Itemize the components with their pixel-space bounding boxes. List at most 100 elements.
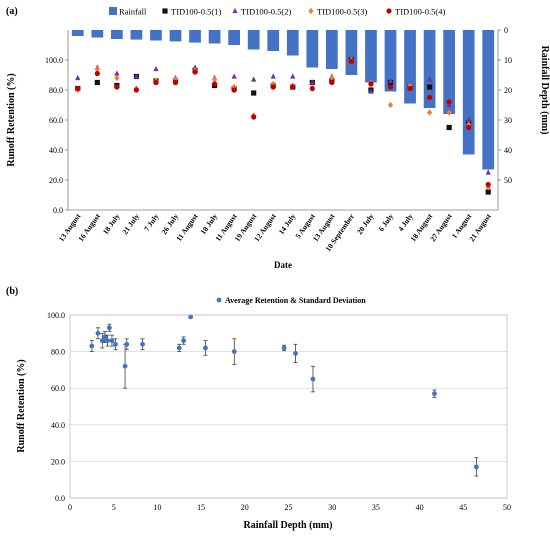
- data-point-circle: [211, 81, 218, 87]
- y2-tick-label-a: 0: [504, 26, 508, 35]
- average-point: [124, 341, 130, 347]
- x-tick-label-b: 45: [459, 503, 467, 512]
- rainfall-bar: [130, 30, 143, 40]
- y-tick-label-b: 60.0: [51, 384, 65, 393]
- data-point-circle: [75, 85, 81, 92]
- y-tick-label-a: 80.0: [49, 86, 63, 95]
- average-point: [105, 338, 110, 344]
- rainfall-bar: [150, 30, 162, 41]
- rainfall-bar: [169, 30, 182, 42]
- plot-frame-b: [69, 314, 508, 499]
- x-tick-label-b: 20: [241, 503, 249, 512]
- data-point-circle: [368, 81, 374, 87]
- average-point: [176, 345, 182, 351]
- legend-marker-circle: [386, 8, 392, 14]
- y-axis-title-a: Runoff Retention (%): [6, 73, 17, 166]
- data-point-diamond: [172, 76, 179, 83]
- data-point-diamond: [270, 80, 276, 88]
- x-category-label: 20 July: [355, 212, 376, 236]
- rainfall-bar: [482, 30, 495, 170]
- rainfall-bar: [365, 30, 377, 83]
- average-point: [113, 341, 118, 347]
- data-point-diamond: [446, 109, 452, 116]
- rainfall-bar: [384, 30, 397, 92]
- y-tick-label-b: 80.0: [51, 348, 65, 357]
- data-point-triangle: [231, 73, 237, 79]
- rainfall-bar: [423, 30, 436, 108]
- legend-label: Rainfall: [119, 7, 147, 17]
- y-tick-label-a: 100.0: [45, 56, 63, 65]
- data-point-diamond: [94, 65, 100, 73]
- data-point-triangle: [387, 77, 394, 84]
- data-point-triangle: [133, 73, 140, 79]
- data-point-square: [485, 189, 491, 195]
- y2-axis-a-ticks: 0 10 20 30 40 50: [498, 26, 512, 185]
- legend-marker-square: [162, 8, 168, 14]
- rainfall-bar: [267, 30, 280, 51]
- average-point: [188, 314, 194, 320]
- x-tick-label-b: 25: [285, 503, 293, 512]
- data-point-diamond: [114, 74, 120, 82]
- data-point-triangle: [192, 64, 198, 70]
- x-tick-label-b: 30: [328, 503, 336, 512]
- legend-label-average: Average Retention & Standard Deviation: [225, 296, 366, 305]
- x-tick-label-b: 5: [112, 503, 116, 512]
- rainfall-bar: [286, 30, 299, 56]
- y-axis-title-b: Runoff Retention (%): [16, 359, 27, 452]
- rainfall-bar: [111, 30, 123, 39]
- legend-marker-triangle: [232, 7, 238, 14]
- legend-marker-diamond: [308, 7, 314, 15]
- data-point-circle: [348, 58, 355, 65]
- y2-tick-label-a: 50: [504, 176, 512, 185]
- rainfall-bar: [208, 30, 221, 44]
- x-tick-label-b: 35: [372, 503, 380, 512]
- data-point-circle: [309, 85, 315, 92]
- average-point: [293, 351, 298, 356]
- y-tick-label-b: 40.0: [51, 421, 65, 430]
- data-point-triangle: [290, 73, 296, 79]
- y-tick-label-b: 20.0: [51, 457, 65, 466]
- data-point-triangle: [466, 116, 472, 123]
- data-point-circle: [251, 114, 257, 120]
- rainfall-bar: [228, 30, 240, 45]
- y-tick-label-a: 20.0: [49, 176, 63, 185]
- data-point-triangle: [309, 79, 315, 85]
- y2-tick-label-a: 30: [504, 116, 512, 125]
- data-point-triangle: [251, 76, 257, 82]
- legend-b: Average Retention & Standard Deviation: [216, 296, 366, 305]
- y-tick-label-b: 0.0: [55, 494, 65, 503]
- average-point: [231, 349, 237, 354]
- rainfall-bar: [345, 30, 358, 75]
- data-point-triangle: [368, 88, 374, 94]
- legend-label: TID100-0.5(4): [395, 7, 445, 17]
- average-point: [89, 343, 95, 349]
- x-tick-label-b: 40: [416, 503, 424, 512]
- chart-panel-a: (a) Rainfall TID100-0.5(1) TID100-0.5(2) TI…: [6, 6, 550, 270]
- x-category-label: 7 July: [142, 212, 161, 233]
- data-point-circle: [114, 84, 120, 90]
- panel-label-b: (b): [6, 286, 18, 297]
- data-point-square: [426, 84, 433, 90]
- x-tick-label-b: 0: [68, 503, 72, 512]
- x-category-label: 6 July: [377, 212, 396, 233]
- rainfall-bar: [443, 30, 455, 114]
- data-point-square: [94, 79, 100, 86]
- rainfall-bar: [91, 30, 104, 38]
- average-point: [281, 345, 287, 351]
- x-tick-label-b: 10: [153, 503, 161, 512]
- legend-label: TID100-0.5(3): [317, 7, 367, 17]
- data-point-diamond: [426, 109, 433, 116]
- rainfall-bar: [404, 30, 416, 104]
- average-point: [106, 325, 112, 331]
- legend-swatch-rainfall: [109, 7, 117, 15]
- chart-panel-b: (b) Average Retention & Standard Deviati…: [6, 286, 511, 531]
- x-tick-label-b: 50: [503, 503, 511, 512]
- data-point-square: [446, 124, 452, 131]
- panel-label-a: (a): [6, 6, 18, 17]
- data-point-diamond: [387, 101, 394, 109]
- data-point-diamond: [329, 74, 335, 82]
- y2-tick-label-a: 20: [504, 86, 512, 95]
- data-point-circle: [153, 79, 159, 86]
